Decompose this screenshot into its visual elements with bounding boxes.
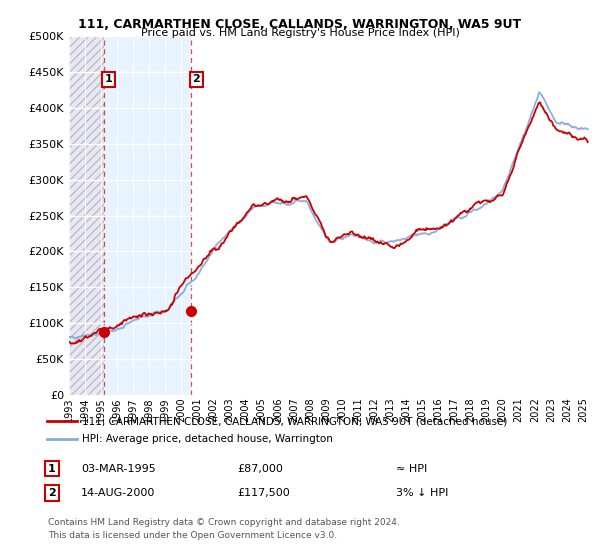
- Text: 111, CARMARTHEN CLOSE, CALLANDS, WARRINGTON, WA5 9UT (detached house): 111, CARMARTHEN CLOSE, CALLANDS, WARRING…: [83, 417, 508, 426]
- Text: 2: 2: [193, 74, 200, 85]
- Text: 03-MAR-1995: 03-MAR-1995: [81, 464, 156, 474]
- Text: 2: 2: [48, 488, 56, 498]
- Bar: [69, 36, 104, 395]
- Bar: [104, 36, 191, 395]
- Text: HPI: Average price, detached house, Warrington: HPI: Average price, detached house, Warr…: [83, 435, 334, 444]
- Text: 111, CARMARTHEN CLOSE, CALLANDS, WARRINGTON, WA5 9UT: 111, CARMARTHEN CLOSE, CALLANDS, WARRING…: [79, 18, 521, 31]
- Text: £87,000: £87,000: [237, 464, 283, 474]
- Text: £117,500: £117,500: [237, 488, 290, 498]
- Text: 1: 1: [48, 464, 56, 474]
- Text: ≈ HPI: ≈ HPI: [396, 464, 427, 474]
- Text: 1: 1: [105, 74, 113, 85]
- Text: 14-AUG-2000: 14-AUG-2000: [81, 488, 155, 498]
- Text: Price paid vs. HM Land Registry's House Price Index (HPI): Price paid vs. HM Land Registry's House …: [140, 28, 460, 38]
- Text: 3% ↓ HPI: 3% ↓ HPI: [396, 488, 448, 498]
- Text: Contains HM Land Registry data © Crown copyright and database right 2024.
This d: Contains HM Land Registry data © Crown c…: [48, 518, 400, 539]
